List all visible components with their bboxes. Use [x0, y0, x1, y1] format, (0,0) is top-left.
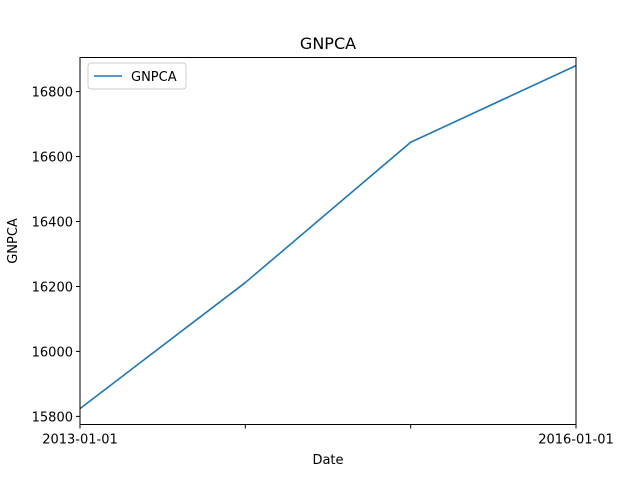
x-axis-label: Date: [312, 453, 343, 468]
chart-title: GNPCA: [300, 34, 356, 53]
x-tick-label: 2013-01-01: [42, 433, 118, 448]
y-axis-label: GNPCA: [6, 218, 21, 264]
y-tick-label: 15800: [32, 410, 73, 425]
y-tick-label: 16600: [32, 151, 73, 166]
y-tick-label: 16000: [32, 345, 73, 360]
y-tick-label: 16800: [32, 86, 73, 101]
legend-entry: GNPCA: [131, 70, 177, 85]
x-tick-label: 2016-01-01: [538, 433, 614, 448]
legend: GNPCA: [88, 63, 186, 89]
y-tick-label: 16400: [32, 216, 73, 231]
y-tick-label: 16200: [32, 280, 73, 295]
